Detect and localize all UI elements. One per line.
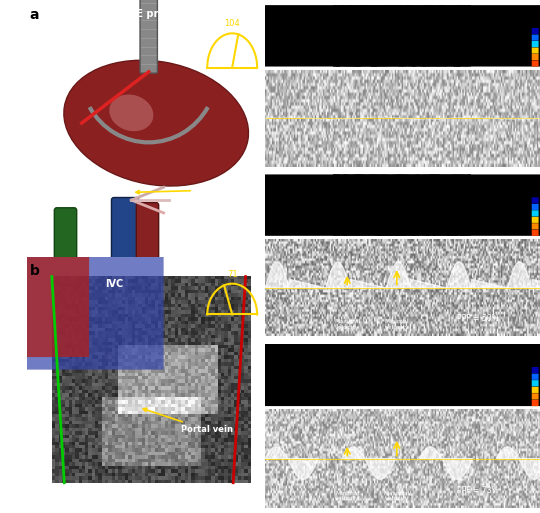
FancyBboxPatch shape bbox=[532, 373, 538, 380]
Text: Maximal
velocity: Maximal velocity bbox=[383, 490, 410, 501]
FancyBboxPatch shape bbox=[532, 400, 538, 406]
Ellipse shape bbox=[64, 60, 248, 186]
Text: a: a bbox=[30, 8, 39, 22]
FancyBboxPatch shape bbox=[111, 198, 139, 259]
FancyBboxPatch shape bbox=[532, 61, 538, 67]
FancyBboxPatch shape bbox=[532, 393, 538, 400]
FancyBboxPatch shape bbox=[27, 256, 89, 357]
Text: Portal vein: Portal vein bbox=[136, 185, 248, 194]
FancyBboxPatch shape bbox=[532, 204, 538, 210]
Text: d: d bbox=[267, 179, 277, 193]
FancyBboxPatch shape bbox=[532, 387, 538, 393]
FancyBboxPatch shape bbox=[265, 5, 540, 67]
Text: 71: 71 bbox=[227, 270, 238, 279]
Text: PPF = 50%: PPF = 50% bbox=[457, 314, 499, 323]
Text: PPF = 73%: PPF = 73% bbox=[457, 486, 499, 495]
FancyBboxPatch shape bbox=[532, 210, 538, 216]
FancyBboxPatch shape bbox=[532, 223, 538, 229]
Text: b: b bbox=[30, 264, 39, 278]
Text: Portal vein: Portal vein bbox=[143, 408, 233, 435]
FancyBboxPatch shape bbox=[532, 34, 538, 41]
Text: Maximal
velocity: Maximal velocity bbox=[334, 319, 361, 329]
FancyBboxPatch shape bbox=[265, 344, 540, 406]
Text: 104: 104 bbox=[224, 19, 240, 28]
FancyBboxPatch shape bbox=[532, 48, 538, 54]
Text: Minimal
velocity: Minimal velocity bbox=[384, 319, 409, 329]
FancyBboxPatch shape bbox=[140, 0, 158, 73]
FancyBboxPatch shape bbox=[27, 256, 164, 369]
Text: TEE probe: TEE probe bbox=[123, 9, 179, 19]
FancyBboxPatch shape bbox=[55, 208, 77, 259]
FancyBboxPatch shape bbox=[532, 230, 538, 236]
FancyBboxPatch shape bbox=[265, 174, 540, 236]
Text: e: e bbox=[267, 349, 277, 363]
FancyBboxPatch shape bbox=[532, 367, 538, 373]
Ellipse shape bbox=[109, 94, 153, 131]
FancyBboxPatch shape bbox=[532, 28, 538, 34]
Text: c: c bbox=[267, 10, 275, 24]
FancyBboxPatch shape bbox=[532, 217, 538, 223]
Text: Minimal
velocity: Minimal velocity bbox=[335, 490, 360, 501]
Text: IVC: IVC bbox=[105, 279, 123, 289]
FancyBboxPatch shape bbox=[532, 380, 538, 386]
FancyBboxPatch shape bbox=[532, 54, 538, 60]
FancyBboxPatch shape bbox=[532, 198, 538, 204]
FancyBboxPatch shape bbox=[532, 41, 538, 47]
FancyBboxPatch shape bbox=[136, 203, 159, 259]
